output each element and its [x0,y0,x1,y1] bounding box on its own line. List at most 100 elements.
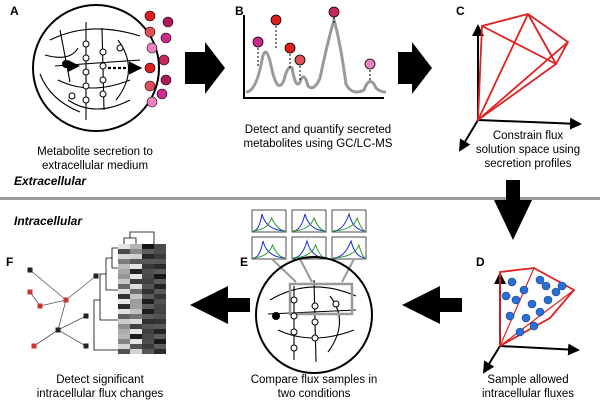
heatmap-cell [130,244,142,249]
heatmap-cell [130,349,142,354]
heatmap-cell [154,329,166,334]
panel-letter-e: E [240,255,248,269]
green-distribution [252,216,286,232]
caption-c: Constrain flux solution space using secr… [462,129,594,171]
peak-dot [284,42,296,54]
heatmap-cell [118,324,130,329]
heatmap-cell [154,264,166,269]
heatmap-cell [130,264,142,269]
peak-dot [328,6,340,18]
caption-c-line-1: Constrain flux [492,130,564,142]
metabolic-network [39,22,141,120]
heatmap-cell [118,304,130,309]
histogram-box [291,236,327,260]
dendrogram [93,231,155,351]
panel-e-compare [251,209,373,374]
heatmap-cell [118,314,130,319]
heatmap-cell [154,249,166,254]
heatmap-cell [154,294,166,299]
cell-membrane [32,4,160,132]
panel-d-sampling [482,267,580,374]
caption-d-line-1: Sample allowed [487,374,569,386]
network-node [27,267,33,273]
heatmap-cell [130,314,142,319]
arrow-b-to-c [398,42,432,94]
heatmap-cell [118,254,130,259]
caption-f: Detect significant intracellular flux ch… [20,373,180,401]
heatmap-cell [154,324,166,329]
heatmap-cell [118,264,130,269]
heatmap-cell [154,319,166,324]
sample-point [507,277,517,287]
heatmap-cell [118,249,130,254]
heatmap-cell [154,304,166,309]
metabolite-dot [144,80,156,92]
heatmap-cell [154,314,166,319]
heatmap-cell [142,319,154,324]
panel-letter-f: F [6,255,13,269]
sample-point [519,285,529,295]
sample-point [527,299,537,309]
metabolite-dot [146,42,158,54]
blue-distribution [292,213,326,232]
heatmap-cell [154,244,166,249]
arrow-c-to-d [494,180,532,240]
network-node [55,327,61,333]
metabolite-dot [156,88,168,100]
heatmap-cell [130,249,142,254]
heatmap-cell [154,269,166,274]
heatmap-cell [154,339,166,344]
network-node [27,289,33,295]
caption-b-line-2: metabolites using GC/LC-MS [243,138,393,150]
heatmap-cell [130,304,142,309]
heatmap-cell [142,244,154,249]
heatmap-cell [142,339,154,344]
blue-distribution [292,239,326,259]
metabolite-dot [158,54,170,66]
heatmap-cell [142,254,154,259]
heatmap-cell [142,344,154,349]
heatmap-cell [142,309,154,314]
heatmap-cell [130,324,142,329]
histogram-box [331,209,367,233]
heatmap-cell [142,264,154,269]
heatmap-cell [130,344,142,349]
heatmap-cell [118,334,130,339]
spectrum-axes [243,15,384,99]
heatmap-cell [142,289,154,294]
network-nodes [62,40,124,104]
panel-letter-a: A [10,4,19,18]
metabolite-dot [160,74,172,86]
sample-point [535,307,545,317]
caption-e: Compare flux samples in two conditions [238,373,390,401]
section-label-extracellular: Extracellular [14,174,87,188]
heatmap-cell [142,269,154,274]
heatmap-cell [118,294,130,299]
heatmap-cell [130,334,142,339]
network-node [83,313,89,319]
heatmap-cell [154,334,166,339]
heatmap-cell [154,299,166,304]
metabolite-dot [144,10,156,22]
caption-b-line-1: Detect and quantify secreted [244,124,392,136]
panel-a-cell [32,4,160,132]
heatmap-cell [142,294,154,299]
heatmap-cell [142,314,154,319]
heatmap-cell [130,274,142,279]
caption-f-line-1: Detect significant [56,374,144,386]
heatmap-cell [118,274,130,279]
sample-point [535,275,545,285]
heatmap-cell [118,279,130,284]
sample-point [551,287,561,297]
panel-c-solution-space [458,13,582,152]
histogram-grid [251,209,367,260]
caption-e-line-2: two conditions [277,388,351,400]
green-distribution [292,243,326,259]
heatmap-cell [142,304,154,309]
heatmap-cell [118,289,130,294]
heatmap-cell [154,309,166,314]
heatmap-cell [142,334,154,339]
sample-point [505,311,515,321]
arrow-e-to-f [190,286,250,324]
